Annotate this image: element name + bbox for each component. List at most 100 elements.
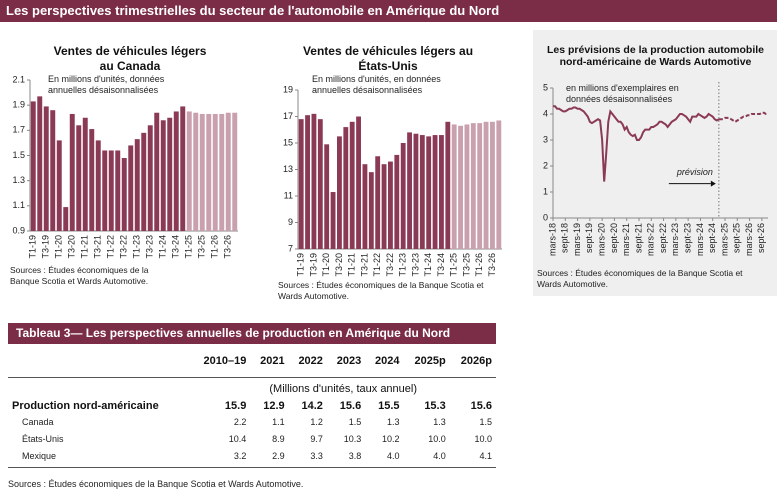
table-cell: 1.2 (310, 417, 323, 427)
x-tick-label: mars-22 (646, 223, 656, 256)
bar (154, 112, 160, 231)
x-tick-label: T1-24 (158, 235, 168, 259)
x-tick-label: sept-20 (609, 223, 619, 253)
x-tick-label: sept-23 (683, 223, 693, 253)
bar (337, 136, 342, 249)
bar (349, 121, 355, 249)
table-cell: 1.3 (433, 417, 446, 427)
x-tick-label: mars-18 (547, 223, 557, 256)
x-tick-label: T3-21 (359, 253, 369, 277)
bar (108, 150, 114, 231)
table-cell: 1.3 (387, 417, 400, 427)
bar (37, 96, 43, 231)
y-tick-label: 2.1 (12, 74, 25, 84)
table-cell: 1.5 (348, 417, 362, 427)
table-cell: 1.1 (272, 417, 285, 427)
bar (225, 112, 231, 231)
bar (173, 111, 179, 231)
table-cell: 8.9 (272, 434, 285, 444)
table-unit-row: (Millions d'unités, taux annuel) (8, 377, 496, 397)
chart-subtitle: En millions d'unités, en données annuell… (312, 74, 441, 95)
table-source: Sources : Études économiques de la Banqu… (8, 479, 304, 489)
table-cell: 3.3 (288, 448, 327, 468)
bar (375, 156, 381, 249)
chart-title: Les prévisions de la production automobi… (546, 44, 765, 68)
x-tick-label: T1-24 (423, 253, 433, 277)
table-header-cell: 2021 (260, 354, 285, 367)
x-tick-label: T1-22 (106, 235, 116, 259)
y-tick-label: 19 (283, 84, 293, 94)
y-tick-label: 4 (543, 108, 548, 118)
bar (134, 139, 140, 231)
table-header-cell: 2010–19 (203, 354, 247, 367)
bar (419, 135, 425, 249)
table-cell: 3.2 (190, 448, 251, 468)
table-cell: 2.9 (250, 448, 289, 468)
bar (63, 207, 69, 231)
table-cell: 10.3 (343, 434, 362, 444)
x-tick-label: T3-22 (119, 235, 129, 259)
x-tick-label: T1-26 (474, 253, 484, 277)
row-label: Canada (22, 417, 54, 427)
row-label: Mexique (8, 448, 191, 468)
bar (180, 106, 186, 231)
chart-source: Sources : Études économiques de la Banqu… (537, 268, 743, 289)
bar (186, 111, 192, 231)
x-tick-label: mars-24 (695, 223, 705, 256)
x-tick-label: T1-23 (398, 253, 408, 277)
row-label: États-Unis (22, 434, 64, 444)
table-cell: 10.2 (381, 434, 400, 444)
table-cell: 15.3 (424, 399, 446, 412)
x-tick-label: T3-24 (436, 253, 446, 277)
chart-title: Ventes de véhicules légers au Canada (53, 44, 207, 73)
table-cell: 3.8 (326, 448, 366, 468)
table-cell: 4.0 (365, 448, 404, 468)
bar (470, 123, 476, 249)
x-tick-label: sept-25 (732, 223, 742, 253)
bar (95, 140, 101, 231)
bar (394, 154, 400, 249)
chart-source: Sources : Études économiques de la Banqu… (278, 280, 484, 301)
bar (128, 145, 134, 231)
chart-title: Ventes de véhicules légers au États-Unis (302, 44, 474, 73)
table-unit: (Millions d'unités, taux annuel) (190, 377, 496, 397)
bar (30, 101, 36, 232)
table-cell: 1.5 (479, 417, 492, 427)
x-tick-label: T3-20 (67, 235, 77, 259)
y-tick-label: 17 (283, 111, 293, 121)
table-header-cell (8, 352, 190, 378)
y-tick-label: 1.5 (12, 150, 25, 160)
x-tick-label: T3-25 (197, 235, 207, 259)
bar (56, 140, 62, 231)
bar (206, 113, 212, 231)
bar (490, 121, 495, 249)
table-cell: 9.7 (310, 434, 323, 444)
bar (167, 117, 173, 231)
line-series (718, 111, 768, 123)
x-tick-label: sept-19 (584, 223, 594, 253)
bar (330, 192, 336, 249)
bar (458, 125, 463, 249)
y-tick-label: 15 (283, 137, 293, 147)
bar (356, 116, 361, 249)
bar (368, 172, 374, 249)
x-tick-label: T3-19 (308, 253, 318, 277)
bar (311, 113, 317, 249)
table-row: Canada 2.2 1.1 1.2 1.5 1.3 1.3 1.5 (8, 414, 496, 431)
bar (121, 158, 127, 231)
bar (362, 164, 368, 249)
bar (426, 136, 432, 249)
x-tick-label: sept-26 (756, 223, 766, 253)
bar (212, 113, 218, 231)
bar (305, 115, 310, 249)
chart-subtitle: En millions d'unités, données annuelles … (48, 74, 165, 95)
x-tick-label: sept-18 (560, 223, 570, 253)
table-header-cell: 2025p (414, 354, 446, 367)
bar (298, 119, 304, 250)
bar (219, 113, 225, 231)
table-cell: 14.2 (301, 399, 323, 412)
table-cell: 4.1 (449, 448, 496, 468)
x-tick-label: sept-22 (658, 223, 668, 253)
table-cell: 15.6 (339, 399, 362, 412)
bar (199, 113, 205, 231)
